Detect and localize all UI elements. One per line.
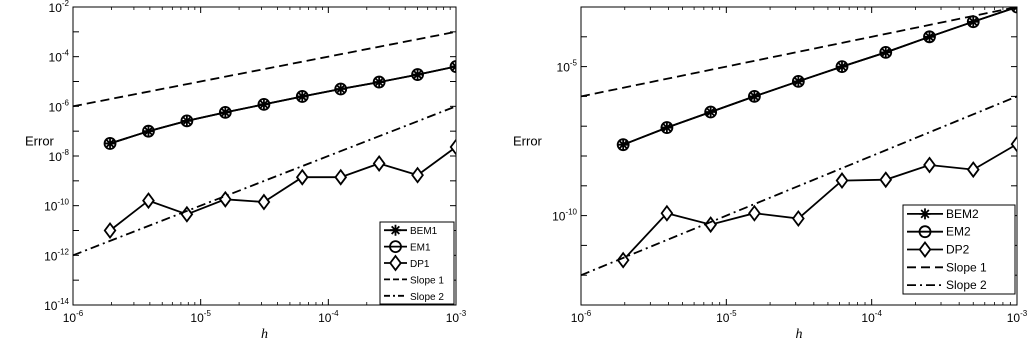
- data-point-em1: [218, 105, 232, 119]
- legend-marker: [390, 224, 401, 236]
- data-point-em2: [704, 105, 718, 119]
- legend-label: Slope 2: [946, 278, 987, 292]
- series-line-slope-1: [73, 30, 456, 108]
- data-point-dp2: [616, 251, 630, 269]
- data-point-dp2: [748, 204, 761, 222]
- data-point-em1: [142, 124, 155, 138]
- legend-label: Slope 1: [946, 260, 987, 274]
- y-tick-label: 10-4: [49, 49, 70, 65]
- data-point-dp1: [103, 222, 117, 239]
- data-point-dp1: [257, 193, 271, 211]
- data-point-em1: [103, 137, 117, 150]
- legend-label: BEM1: [410, 226, 438, 237]
- legend-label: Slope 2: [410, 292, 444, 303]
- data-point-dp1: [372, 154, 386, 172]
- data-point-dp1: [295, 168, 309, 186]
- data-point-em2: [748, 90, 761, 103]
- y-axis-label: Error: [513, 134, 543, 149]
- data-point-em2: [660, 121, 674, 134]
- series-line-em1: [109, 65, 456, 145]
- plot-area: [73, 30, 456, 257]
- legend-label: BEM2: [946, 207, 979, 221]
- data-point-em2: [879, 45, 893, 59]
- chart-panel-2: 10-6 10-5 10-4 10-3 10-10 10-5 Error h BEM2 EM2 DP…: [513, 6, 1028, 342]
- x-tick-label: 10-3: [446, 309, 467, 325]
- data-point-em1: [411, 68, 424, 81]
- legend: BEM2 EM2 DP2 Slope 1 Slope 2: [902, 204, 1016, 295]
- data-point-em1: [295, 90, 309, 103]
- data-point-bem2: [617, 139, 629, 151]
- series-line-dp2: [622, 143, 1017, 261]
- y-tick-label: 10-12: [44, 247, 69, 263]
- chart-panel-1: 10-6 10-5 10-4 10-3 10-14 10-12 10-10 10-8 10-6 1…: [25, 0, 467, 342]
- data-point-dp1: [411, 166, 424, 184]
- series-line-slope-1: [581, 7, 1017, 98]
- data-point-em1: [449, 60, 456, 73]
- series-line-slope-2: [73, 105, 456, 257]
- data-point-dp2: [660, 204, 674, 222]
- legend-label: Slope 1: [410, 275, 444, 286]
- legend-marker: [919, 208, 931, 220]
- data-point-dp2: [966, 161, 980, 179]
- data-point-dp2: [791, 209, 805, 227]
- legend-marker: [918, 225, 932, 239]
- data-point-em1: [372, 75, 386, 89]
- y-tick-label: 10-10: [44, 198, 69, 214]
- data-point-em2: [923, 30, 936, 44]
- y-tick-label: 10-8: [49, 148, 70, 164]
- legend-marker: [389, 240, 402, 254]
- x-tick-label: 10-5: [716, 309, 737, 325]
- data-point-dp1: [449, 138, 456, 156]
- y-tick-label: 10-5: [557, 59, 578, 75]
- x-tick-label: 10-3: [1007, 309, 1028, 325]
- data-point-em2: [835, 60, 849, 73]
- series-line-slope-2: [581, 95, 1017, 277]
- data-point-em2: [616, 138, 630, 152]
- legend-label: DP2: [946, 243, 970, 257]
- data-point-dp1: [180, 205, 194, 223]
- legend-label: DP1: [410, 259, 430, 270]
- data-point-em1: [257, 97, 271, 111]
- data-point-dp2: [704, 216, 718, 234]
- series-line-dp1: [109, 146, 456, 232]
- x-axis-label: h: [796, 327, 803, 342]
- x-axis-label: h: [261, 327, 268, 342]
- x-tick-label: 10-4: [318, 309, 339, 325]
- data-point-dp1: [218, 190, 232, 208]
- x-tick-label: 10-6: [63, 309, 84, 325]
- data-point-dp2: [1010, 135, 1017, 153]
- data-point-dp2: [835, 172, 849, 190]
- y-tick-label: 10-10: [552, 208, 577, 224]
- data-point-dp2: [879, 171, 893, 189]
- data-point-dp1: [142, 192, 155, 210]
- data-point-dp2: [923, 156, 936, 174]
- x-tick-label: 10-5: [190, 309, 211, 325]
- x-tick-label: 10-4: [861, 309, 882, 325]
- y-tick-label: 10-6: [49, 98, 70, 114]
- y-axis-label: Error: [25, 134, 55, 149]
- data-point-dp1: [334, 168, 348, 186]
- legend-marker: [918, 241, 932, 258]
- legend-label: EM2: [946, 225, 971, 239]
- legend: BEM1 EM1 DP1 Slope 1 Slope 2: [379, 221, 455, 305]
- x-tick-label: 10-6: [571, 309, 592, 325]
- data-point-em1: [334, 82, 348, 96]
- legend-marker: [389, 254, 402, 272]
- series-line-em2: [622, 7, 1017, 146]
- data-point-em1: [180, 114, 194, 128]
- y-tick-label: 10-14: [44, 297, 69, 313]
- plot-area: [581, 7, 1017, 277]
- legend-label: EM1: [410, 243, 431, 254]
- data-point-em2: [791, 74, 805, 88]
- y-tick-label: 10-2: [49, 0, 70, 15]
